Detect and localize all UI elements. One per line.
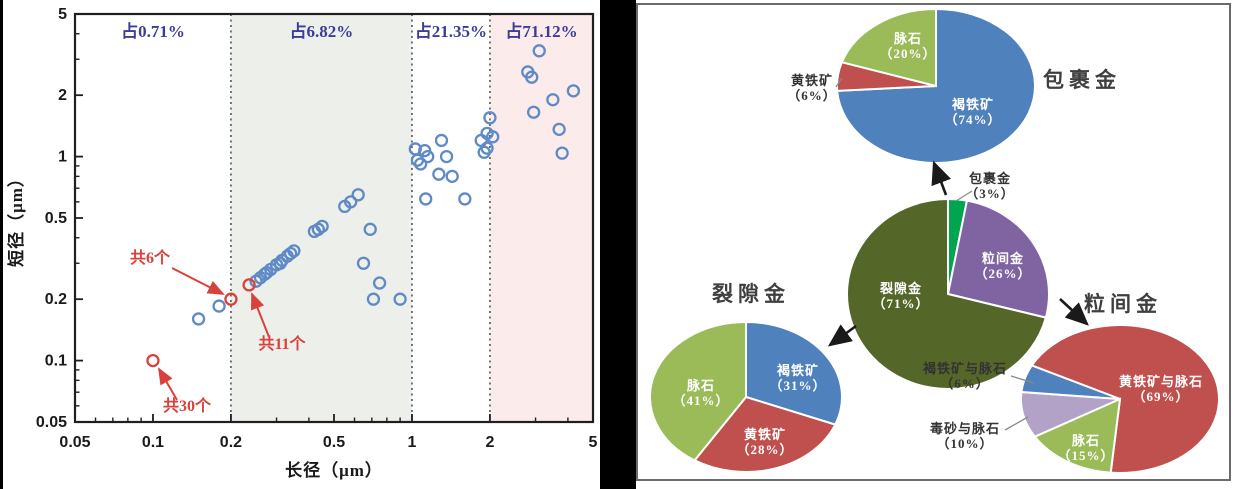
pie-figure: 褐铁矿（74%） 黄铁矿（6%） 脉石（20%） 包裹金包裹金（3%） 粒间金（26%）… (636, 3, 1231, 481)
y-tick-label: 0.05 (36, 414, 67, 431)
scatter-point (413, 157, 428, 171)
y-tick-label: 2 (58, 87, 67, 104)
scatter-point (191, 312, 206, 326)
pie-slice-label: 褐铁矿（74%） (944, 97, 1001, 127)
x-tick-label: 0.1 (142, 434, 164, 451)
scatter-point (393, 292, 407, 306)
zone-percentage-label: 占0.71% (121, 21, 185, 41)
scatter-point (486, 130, 500, 144)
scatter-point (363, 222, 377, 236)
zone-percentage-label: 占21.35% (415, 21, 487, 41)
scatter-plot: 占0.71% 占6.82% 占21.35% 占71.12% 0.05 0.05 0.1 0.1… (6, 6, 598, 480)
pie-slice-label: 脉石（15%） (1057, 433, 1114, 463)
scatter-point (419, 192, 433, 206)
pie-slice-label: 粒间金（26%） (974, 251, 1031, 281)
scatter-point (552, 122, 566, 136)
scatter-point (458, 192, 472, 206)
pie-slice (692, 395, 837, 473)
annotation-label: 共11个 (258, 334, 306, 353)
scatter-point (344, 195, 358, 209)
y-tick-label: 0.5 (45, 210, 67, 227)
scatter-point (546, 93, 560, 107)
pie-external-label: 毒砂与脉石（10%） (930, 421, 1000, 451)
scatter-point (356, 256, 371, 270)
scatter-point (315, 219, 329, 234)
left-edge-strip (0, 0, 3, 489)
label-leader-line (1004, 416, 1029, 431)
pie-slice-label: 褐铁矿（31%） (769, 363, 826, 393)
scatter-point-red (242, 278, 256, 292)
x-tick-label: 0.05 (59, 434, 90, 451)
scatter-point (525, 70, 539, 84)
scatter-figure: 占0.71% 占6.82% 占21.35% 占71.12% 0.05 0.05 0.1 0.1… (3, 0, 600, 489)
pie-external-label: 包裹金（3%） (965, 171, 1015, 201)
scatter-point (439, 149, 454, 164)
x-tick-label: 1 (408, 434, 417, 451)
scatter-point (366, 292, 381, 306)
pie-external-label: 黄铁矿（6%） (787, 73, 837, 103)
pie-slice-label: 脉石（20%） (879, 31, 936, 61)
scatter-point (483, 111, 497, 125)
pie-slice-label: 黄铁矿与脉石（69%） (1119, 374, 1203, 404)
connector-arrow (931, 160, 952, 196)
pie-slice (846, 197, 1048, 390)
annotation-arrow (171, 267, 225, 295)
pie-slice (745, 320, 843, 426)
y-tick-label: 1 (58, 149, 67, 166)
y-tick-label: 0.1 (45, 353, 67, 370)
zone-background (230, 14, 412, 422)
x-tick-label: 0.5 (323, 434, 345, 451)
scatter-point-red (146, 353, 160, 368)
pie-title: 包裹金 (1043, 68, 1121, 92)
scatter-point (212, 299, 226, 313)
connector-arrow (1059, 298, 1089, 326)
pie-slice (649, 320, 747, 462)
pie-slice-label: 脉石（41%） (672, 378, 729, 408)
label-leader-line (835, 77, 843, 88)
scatter-point (372, 276, 387, 290)
pie-slice (1030, 324, 1220, 474)
scatter-point (555, 146, 569, 160)
label-leader-line (1010, 375, 1035, 384)
connector-arrow (827, 324, 857, 347)
pie-slice (946, 199, 1050, 319)
pie-slice-label: 裂隙金（71%） (872, 281, 929, 311)
pie-slice (1020, 364, 1121, 400)
pie-slice (1033, 397, 1122, 474)
x-tick-label: 5 (589, 434, 598, 451)
y-tick-label: 0.2 (45, 291, 67, 308)
scatter-point (527, 105, 541, 119)
pie-title: 裂隙金 (712, 282, 790, 306)
scatter-point (480, 141, 494, 155)
scatter-point (445, 169, 459, 184)
y-tick-label: 5 (58, 6, 67, 23)
annotation-arrow (251, 292, 270, 338)
scatter-point (351, 188, 365, 202)
scatter-point (566, 84, 581, 98)
pie-slice (840, 7, 937, 88)
pie-external-label: 褐铁矿与脉石（6%） (922, 361, 1007, 391)
scatter-point-red (224, 292, 238, 306)
zone-background (489, 14, 593, 422)
pie-slice-label: 黄铁矿（28%） (736, 427, 793, 457)
annotation-arrow (157, 367, 178, 401)
pie-title: 粒间金 (1084, 292, 1162, 316)
zone-percentage-label: 占6.82% (290, 21, 354, 41)
divider-strip (600, 0, 636, 489)
scatter-point (432, 167, 446, 181)
label-leader-line (955, 190, 973, 202)
annotation-label: 共30个 (163, 396, 212, 415)
x-axis-title: 长径（μm） (285, 460, 383, 480)
scatter-point (434, 133, 449, 148)
scatter-point (421, 149, 435, 164)
annotation-label: 共6个 (130, 248, 171, 267)
x-tick-label: 2 (485, 434, 494, 451)
y-axis-title: 短径（μm） (6, 169, 26, 267)
zone-percentage-label: 占71.12% (505, 21, 577, 41)
x-tick-label: 0.2 (220, 434, 242, 451)
scatter-point (532, 44, 546, 58)
scatter-point (287, 244, 301, 258)
